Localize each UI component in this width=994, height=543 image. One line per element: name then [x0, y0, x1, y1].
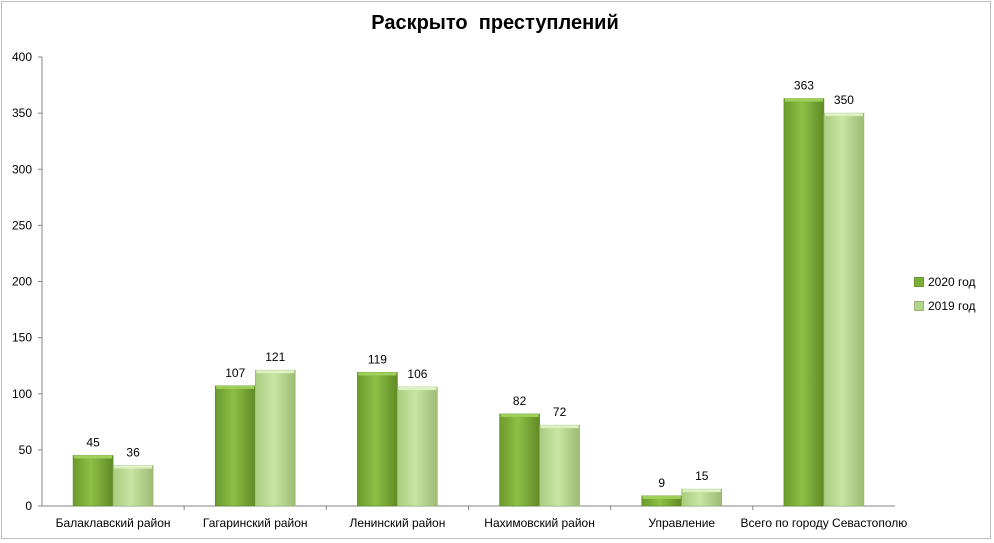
x-category-label: Ленинский район [349, 516, 445, 530]
data-label: 350 [834, 93, 854, 107]
bar-top-highlight [500, 413, 539, 417]
y-tick-label: 300 [12, 162, 32, 176]
bar-2020 [72, 455, 114, 507]
bar-top-highlight [114, 465, 153, 469]
y-tick-label: 350 [12, 106, 32, 120]
legend-label-2019: 2019 год [928, 299, 976, 313]
data-label: 15 [695, 469, 709, 483]
bar-2020 [357, 372, 398, 507]
legend-item-2020: 2020 год [914, 270, 976, 294]
legend-swatch-2019 [914, 301, 924, 311]
data-label: 363 [794, 79, 814, 93]
x-category-label: Балаклавский район [56, 516, 171, 530]
data-label: 45 [86, 435, 100, 449]
y-tick-label: 100 [12, 387, 32, 401]
bar-top-highlight [216, 385, 255, 389]
y-tick-label: 250 [12, 218, 32, 232]
data-label: 72 [553, 405, 567, 419]
data-label: 82 [513, 394, 527, 408]
bar-2019 [254, 369, 296, 507]
data-label: 106 [407, 367, 427, 381]
bar-top-highlight [784, 98, 823, 102]
y-tick-label: 50 [19, 443, 33, 457]
data-label: 119 [368, 352, 387, 366]
chart-title: Раскрыто преступлений [371, 12, 619, 34]
legend-swatch-2020 [914, 277, 924, 287]
data-label: 9 [658, 476, 665, 490]
bar-top-highlight [358, 372, 397, 376]
bar-top-highlight [540, 425, 579, 429]
data-label: 107 [225, 366, 245, 380]
x-category-label: Нахимовский район [484, 516, 595, 530]
bar-top-highlight [682, 489, 721, 493]
bar-top-highlight [256, 370, 295, 374]
x-category-label: Всего по городу Севастополю [741, 516, 908, 530]
bar-2019 [539, 424, 580, 507]
bar-2019 [397, 386, 438, 507]
legend-label-2020: 2020 год [928, 275, 976, 289]
bar-top-highlight [74, 455, 113, 459]
bar-top-highlight [824, 113, 863, 117]
x-category-label: Управление [648, 516, 715, 530]
y-tick-label: 400 [12, 50, 32, 64]
bar-top-highlight [398, 387, 437, 391]
x-category-label: Гагаринский район [203, 516, 308, 530]
y-tick-label: 200 [12, 275, 32, 289]
data-label: 36 [126, 446, 140, 460]
bar-2020 [214, 385, 256, 507]
bar-2020 [499, 413, 540, 507]
data-label: 121 [265, 350, 285, 364]
bar-2019 [823, 112, 865, 507]
bar-top-highlight [642, 495, 681, 499]
bar-2019 [112, 465, 154, 507]
y-tick-label: 150 [12, 331, 32, 345]
legend: 2020 год 2019 год [914, 270, 976, 318]
legend-item-2019: 2019 год [914, 294, 976, 318]
bar-2020 [783, 98, 825, 507]
y-tick-label: 0 [25, 499, 32, 513]
